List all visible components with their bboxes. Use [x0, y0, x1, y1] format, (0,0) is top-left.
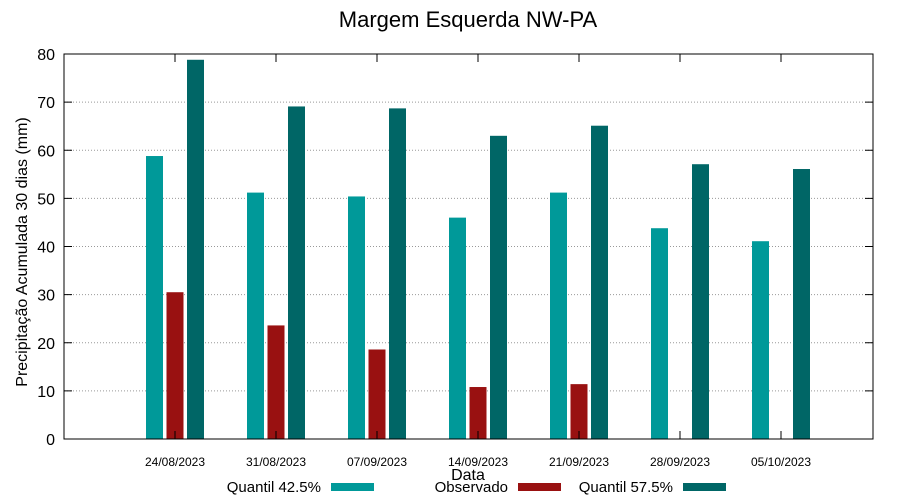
y-axis-ticks: 0 10 20 30 40 50 60 70 80 — [37, 47, 873, 449]
legend-label: Quantil 42.5% — [227, 479, 321, 496]
chart-title: Margem Esquerda NW-PA — [339, 7, 598, 32]
legend-label: Observado — [435, 479, 508, 496]
x-tick-label: 24/08/2023 — [145, 455, 205, 469]
legend-swatch — [331, 483, 374, 491]
x-tick-label: 28/09/2023 — [650, 455, 710, 469]
bar-quantil-57-5 — [389, 108, 406, 439]
x-tick-label: 31/08/2023 — [246, 455, 306, 469]
x-axis-label: Data — [451, 467, 485, 484]
bar-observado — [368, 349, 386, 439]
bar-observado — [469, 387, 487, 439]
bar-observado — [267, 325, 285, 439]
y-tick-label: 80 — [37, 47, 55, 64]
legend-label: Quantil 57.5% — [579, 479, 673, 496]
y-tick-label: 30 — [37, 288, 55, 305]
bar-quantil-42-5 — [146, 156, 163, 439]
legend-swatch — [518, 483, 561, 491]
x-tick-label: 14/09/2023 — [448, 455, 508, 469]
gridlines — [64, 101, 873, 392]
bar-quantil-57-5 — [793, 169, 810, 440]
bar-quantil-42-5 — [247, 192, 264, 439]
y-tick-label: 70 — [37, 95, 55, 112]
x-axis-ticks: 24/08/2023 31/08/2023 07/09/2023 14/09/2023… — [145, 54, 811, 469]
bar-quantil-42-5 — [449, 217, 466, 439]
y-tick-label: 60 — [37, 143, 55, 160]
bar-quantil-57-5 — [591, 125, 608, 440]
x-tick-label: 21/09/2023 — [549, 455, 609, 469]
x-tick-label: 07/09/2023 — [347, 455, 407, 469]
bar-observado — [570, 384, 588, 439]
bar-quantil-42-5 — [550, 192, 567, 439]
y-axis-label: Precipitação Acumulada 30 dias (mm) — [14, 117, 31, 386]
bar-quantil-42-5 — [348, 196, 365, 439]
bar-quantil-57-5 — [692, 164, 709, 440]
y-tick-label: 0 — [46, 432, 55, 449]
x-tick-label: 05/10/2023 — [751, 455, 811, 469]
y-tick-label: 20 — [37, 336, 55, 353]
y-tick-label: 10 — [37, 384, 55, 401]
bar-quantil-57-5 — [490, 135, 507, 439]
y-tick-label: 40 — [37, 240, 55, 257]
legend-swatch — [683, 483, 726, 491]
bar-quantil-42-5 — [651, 228, 668, 439]
bars — [146, 59, 810, 440]
bar-quantil-57-5 — [187, 59, 204, 440]
y-tick-label: 50 — [37, 191, 55, 208]
bar-quantil-57-5 — [288, 106, 305, 440]
legend: Quantil 42.5% Observado Quantil 57.5% — [227, 479, 726, 496]
bar-observado — [166, 292, 184, 439]
bar-quantil-42-5 — [752, 241, 769, 439]
